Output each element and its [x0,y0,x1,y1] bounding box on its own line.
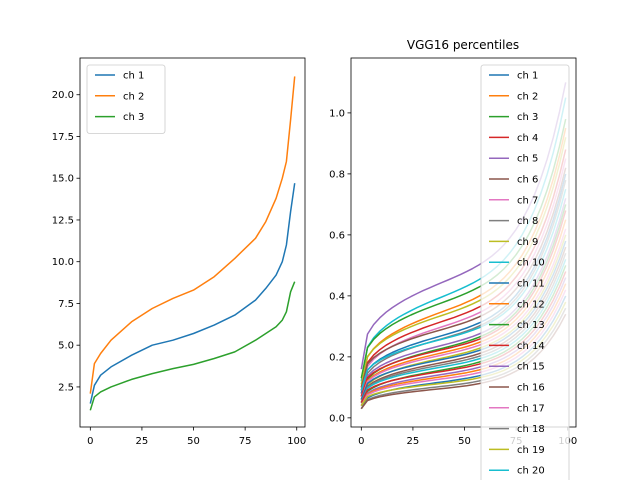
y-tick-label: 0.2 [329,352,345,363]
y-tick-label: 15.0 [52,174,74,185]
legend-label: ch 13 [517,320,545,331]
series-line [89,76,296,394]
axes-frame [350,57,577,428]
right-chart-title: VGG16 percentiles [407,38,519,52]
x-tick-label: 100 [287,436,306,447]
y-tick-label: 20.0 [52,90,74,101]
legend-label: ch 4 [517,133,538,144]
legend-label: ch 20 [517,466,545,477]
y-tick-label: 10.0 [52,257,74,268]
legend-label: ch 6 [517,175,538,186]
x-tick-label: 75 [239,436,252,447]
legend-label: ch 1 [123,71,144,82]
x-tick-label: 25 [136,436,149,447]
series-line [89,281,296,411]
series-line [89,183,296,404]
legend-label: ch 3 [517,112,538,123]
x-tick-label: 50 [187,436,200,447]
y-tick-label: 0.8 [329,169,345,180]
y-tick-label: 1.0 [329,108,345,119]
legend-label: ch 11 [517,279,545,290]
y-tick-label: 5.0 [58,341,74,352]
left-chart: 0 25 50 75 100 2.5 5.0 7.5 10.0 12.5 15.0 17.5 20.0 c… [52,57,306,447]
y-tick-label: 0.4 [329,291,345,302]
y-tick-label: 2.5 [58,382,74,393]
y-tick-label: 0.6 [329,230,345,241]
y-tick-label: 7.5 [58,299,74,310]
y-tick-label: 0.0 [329,413,345,424]
legend-label: ch 8 [517,216,538,227]
legend-label: ch 2 [123,91,144,102]
legend-label: ch 5 [517,154,538,165]
legend-label: ch 3 [123,112,144,123]
legend-label: ch 1 [517,71,538,82]
legend-label: ch 16 [517,383,545,394]
legend-label: ch 9 [517,237,538,248]
legend-label: ch 14 [517,341,545,352]
legend-label: ch 17 [517,403,545,414]
x-tick-label: 0 [358,436,364,447]
x-tick-label: 25 [407,436,420,447]
y-tick-label: 12.5 [52,215,74,226]
legend-label: ch 19 [517,445,545,456]
legend-label: ch 18 [517,424,545,435]
x-tick-label: 0 [87,436,93,447]
right-chart: 02550751000.00.20.40.60.81.0ch 1ch 2ch 3… [329,57,577,480]
y-tick-label: 17.5 [52,132,74,143]
legend-label: ch 15 [517,362,545,373]
legend-label: ch 2 [517,91,538,102]
legend-label: ch 12 [517,299,545,310]
legend-label: ch 7 [517,195,538,206]
legend-box [480,64,570,480]
axes-frame [79,57,306,428]
x-tick-label: 50 [458,436,471,447]
legend-label: ch 10 [517,258,545,269]
